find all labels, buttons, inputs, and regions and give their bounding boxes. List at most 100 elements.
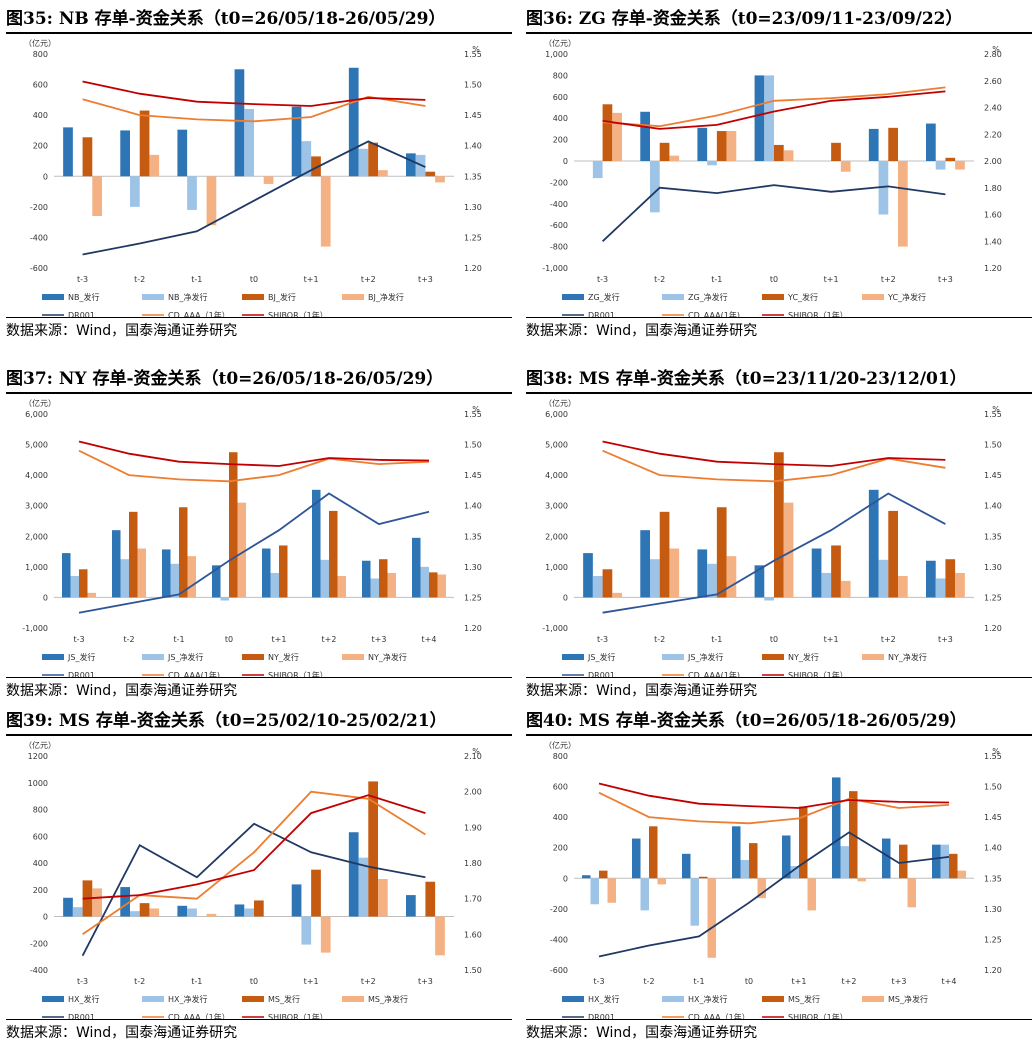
legend-label: HX_发行 (588, 994, 620, 1004)
bar (583, 553, 593, 598)
legend-swatch (762, 294, 784, 300)
bar (612, 592, 622, 598)
legend-swatch (42, 996, 64, 1002)
y-tick-label: 600 (33, 81, 48, 90)
bar (732, 826, 741, 879)
bar (234, 69, 245, 177)
y-axis-unit: （亿元） (24, 740, 56, 750)
bar (425, 881, 436, 917)
legend-label: JS_发行 (587, 652, 615, 662)
bar (301, 141, 312, 177)
legend-label: HX_净发行 (688, 994, 728, 1004)
bar (112, 530, 121, 598)
chart-svg: （亿元）% 6,000 5,000 4,000 3,000 2,000 1,000 0 -1,0… (22, 398, 482, 678)
x-tick-label: t+1 (824, 635, 839, 644)
bar (370, 578, 379, 598)
y-tick-label: 800 (33, 50, 48, 59)
legend-swatch (862, 294, 884, 300)
x-tick-label: t-2 (643, 977, 654, 986)
bar (234, 904, 245, 917)
bar (926, 560, 936, 598)
bar (582, 875, 591, 879)
legend-label: MS_发行 (268, 994, 300, 1004)
bar (783, 502, 794, 598)
y-axis-unit: （亿元） (544, 38, 576, 48)
y2-tick-label: 1.45 (984, 813, 1002, 822)
divider (6, 317, 512, 318)
bar (868, 489, 879, 598)
y-axis-unit: （亿元） (24, 398, 56, 408)
y-tick-label: 0 (43, 593, 48, 602)
y2-axis-unit: % (472, 45, 480, 54)
x-tick-label: t+1 (792, 977, 807, 986)
bar (926, 123, 936, 161)
legend-label: NB_净发行 (168, 292, 207, 302)
y2-tick-label: 1.35 (464, 532, 482, 541)
bar (783, 150, 794, 161)
y-tick-label: 1,000 (545, 50, 568, 59)
chart-source: 数据来源：Wind，国泰海通证券研究 (6, 683, 238, 699)
bar (206, 913, 217, 917)
y2-tick-label: 1.25 (464, 233, 482, 242)
x-tick-label: t+2 (322, 635, 337, 644)
bar (740, 859, 749, 879)
bar (70, 576, 79, 598)
y-tick-label: -400 (550, 200, 568, 209)
bar (840, 161, 851, 172)
y-tick-label: 800 (553, 71, 568, 80)
y2-tick-label: 1.25 (984, 935, 1002, 944)
bar (882, 838, 891, 879)
bar (957, 870, 966, 879)
x-tick-label: t0 (250, 977, 258, 986)
legend-swatch (562, 996, 584, 1002)
y2-tick-label: 1.35 (984, 874, 1002, 883)
legend-swatch (662, 996, 684, 1002)
bar (63, 127, 73, 177)
legend-label: DR001 (68, 311, 95, 318)
legend-label: DR001 (588, 671, 615, 678)
legend-swatch (662, 294, 684, 300)
bar (212, 565, 221, 598)
bar (378, 170, 388, 177)
bar (640, 530, 650, 598)
bar (412, 537, 421, 598)
bar (955, 572, 965, 598)
y-tick-label: 2,000 (545, 532, 568, 541)
legend-label: DR001 (588, 1013, 615, 1020)
y-tick-label: 5,000 (25, 441, 48, 450)
y-tick-label: -400 (30, 233, 48, 242)
legend-swatch (562, 654, 584, 660)
bar (130, 911, 140, 917)
bar (320, 916, 331, 953)
bar (129, 511, 138, 598)
divider (6, 1019, 512, 1020)
y2-tick-label: 1.30 (464, 203, 482, 212)
bar (301, 916, 312, 945)
bar (898, 161, 908, 247)
y2-tick-label: 2.40 (984, 104, 1002, 113)
series-line (78, 492, 430, 614)
legend-label: NY_净发行 (888, 652, 927, 662)
legend-label: CD_AAA(1年) (688, 670, 740, 678)
bar (130, 176, 140, 207)
y2-axis-unit: % (992, 747, 1000, 756)
bar (62, 553, 71, 598)
x-tick-label: t-2 (654, 635, 665, 644)
bar (82, 137, 93, 177)
y2-tick-label: 1.55 (464, 50, 482, 59)
divider (6, 677, 512, 678)
y-tick-label: 200 (33, 886, 48, 895)
y2-tick-label: 1.35 (464, 172, 482, 181)
bar (690, 878, 699, 926)
x-tick-label: t+1 (304, 977, 319, 986)
legend-swatch (242, 654, 264, 660)
y2-tick-label: 1.60 (464, 930, 482, 939)
series-line (82, 794, 426, 900)
y-tick-label: 6,000 (25, 410, 48, 419)
chart-title: 图35: NB 存单-资金关系（t0=26/05/18-26/05/29） (6, 6, 512, 34)
bar (263, 176, 274, 184)
chart-svg: （亿元）% 1200 1000 800 600 400 200 0 -200 -400 2.10 2.… (24, 740, 482, 1020)
bar (149, 908, 160, 917)
y2-tick-label: 1.80 (464, 859, 482, 868)
bar (726, 556, 737, 598)
